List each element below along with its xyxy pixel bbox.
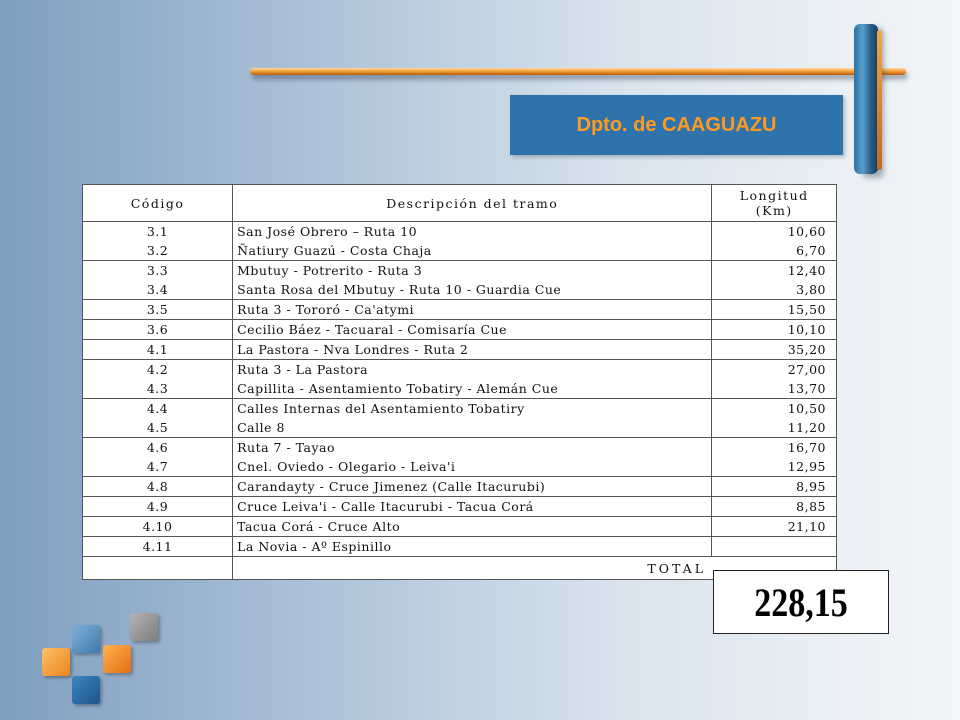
table-row: 4.9 Cruce Leiva'i - Calle Itacurubi - Ta… [81, 496, 837, 517]
row-code: 4.9 [81, 496, 234, 517]
table-row: 4.10 Tacua Corá - Cruce Alto 21,10 [81, 516, 837, 537]
row-description: Ruta 3 - La Pastora [232, 359, 713, 379]
row-length: 10,60 [711, 221, 837, 241]
row-description: Mbutuy - Potrerito - Ruta 3 [232, 260, 713, 280]
row-length: 21,10 [711, 516, 837, 537]
row-description: Ruta 7 - Tayao [232, 437, 713, 457]
table-row: 4.3 Capillita - Asentamiento Tobatiry - … [81, 379, 837, 399]
row-description: Cnel. Oviedo - Olegario - Leiva'i [232, 457, 713, 477]
header-length: Longitud (Km) [711, 184, 837, 222]
table-header-row: Código Descripción del tramo Longitud (K… [81, 184, 837, 222]
row-description: La Novia - Aº Espinillo [232, 536, 713, 557]
row-length [711, 536, 837, 557]
row-description: Carandayty - Cruce Jimenez (Calle Itacur… [232, 476, 713, 497]
decorative-bar-shadow [252, 72, 908, 80]
row-description: San José Obrero – Ruta 10 [232, 221, 713, 241]
row-length: 16,70 [711, 437, 837, 457]
row-code: 4.5 [81, 418, 234, 438]
table-row: 3.2 Ñatiury Guazú - Costa Chaja 6,70 [81, 241, 837, 261]
row-code: 3.2 [81, 241, 234, 261]
row-length: 10,10 [711, 319, 837, 340]
row-code: 4.10 [81, 516, 234, 537]
total-value-box: 228,15 [713, 570, 889, 634]
row-code: 4.2 [81, 359, 234, 379]
row-code: 4.4 [81, 398, 234, 418]
header-length-line2: (Km) [755, 203, 793, 218]
row-description: Ñatiury Guazú - Costa Chaja [232, 241, 713, 261]
table-row: 3.4 Santa Rosa del Mbutuy - Ruta 10 - Gu… [81, 280, 837, 300]
row-code: 3.1 [81, 221, 234, 241]
table-row: 3.3 Mbutuy - Potrerito - Ruta 3 12,40 [81, 260, 837, 280]
table-row: 3.1 San José Obrero – Ruta 10 10,60 [81, 221, 837, 241]
row-code: 4.11 [81, 536, 234, 557]
row-length: 12,95 [711, 457, 837, 477]
total-empty-cell [81, 556, 234, 580]
row-description: Cecilio Báez - Tacuaral - Comisaría Cue [232, 319, 713, 340]
row-length: 12,40 [711, 260, 837, 280]
decorative-square [103, 645, 131, 673]
page-title: Dpto. de CAAGUAZU [576, 113, 777, 136]
row-length: 11,20 [711, 418, 837, 438]
row-length: 35,20 [711, 339, 837, 360]
table-row: 4.2 Ruta 3 - La Pastora 27,00 [81, 359, 837, 379]
decorative-horizontal-bar [250, 68, 906, 75]
row-length: 3,80 [711, 280, 837, 300]
header-code: Código [81, 184, 234, 222]
row-description: Calles Internas del Asentamiento Tobatir… [232, 398, 713, 418]
table-total-row: TOTAL [81, 556, 837, 580]
routes-table: Código Descripción del tramo Longitud (K… [81, 184, 837, 580]
decorative-square [42, 648, 70, 676]
row-length: 8,95 [711, 476, 837, 497]
row-description: La Pastora - Nva Londres - Ruta 2 [232, 339, 713, 360]
row-description: Capillita - Asentamiento Tobatiry - Alem… [232, 379, 713, 399]
row-description: Calle 8 [232, 418, 713, 438]
table-row: 4.11 La Novia - Aº Espinillo [81, 536, 837, 557]
total-value: 228,15 [754, 579, 848, 625]
row-code: 3.3 [81, 260, 234, 280]
row-length: 10,50 [711, 398, 837, 418]
table-row: 3.5 Ruta 3 - Tororó - Ca'atymi 15,50 [81, 299, 837, 320]
row-description: Tacua Corá - Cruce Alto [232, 516, 713, 537]
row-length: 13,70 [711, 379, 837, 399]
table-row: 4.1 La Pastora - Nva Londres - Ruta 2 35… [81, 339, 837, 360]
decorative-square [72, 676, 100, 704]
table-row: 4.4 Calles Internas del Asentamiento Tob… [81, 398, 837, 418]
table-row: 4.5 Calle 8 11,20 [81, 418, 837, 438]
row-code: 4.6 [81, 437, 234, 457]
table-row: 4.8 Carandayty - Cruce Jimenez (Calle It… [81, 476, 837, 497]
row-code: 3.6 [81, 319, 234, 340]
decorative-vertical-bar [854, 24, 878, 174]
header-description: Descripción del tramo [232, 184, 713, 222]
row-code: 3.4 [81, 280, 234, 300]
header-length-line1: Longitud [739, 188, 809, 203]
decorative-square [130, 613, 158, 641]
row-length: 8,85 [711, 496, 837, 517]
row-description: Santa Rosa del Mbutuy - Ruta 10 - Guardi… [232, 280, 713, 300]
row-description: Cruce Leiva'i - Calle Itacurubi - Tacua … [232, 496, 713, 517]
total-label: TOTAL [232, 556, 837, 580]
decorative-square [72, 625, 100, 653]
row-code: 4.8 [81, 476, 234, 497]
row-length: 6,70 [711, 241, 837, 261]
table-row: 3.6 Cecilio Báez - Tacuaral - Comisaría … [81, 319, 837, 340]
row-code: 4.1 [81, 339, 234, 360]
table-row: 4.6 Ruta 7 - Tayao 16,70 [81, 437, 837, 457]
row-code: 4.7 [81, 457, 234, 477]
row-code: 3.5 [81, 299, 234, 320]
decorative-vertical-stripe [877, 30, 882, 170]
row-description: Ruta 3 - Tororó - Ca'atymi [232, 299, 713, 320]
table-row: 4.7 Cnel. Oviedo - Olegario - Leiva'i 12… [81, 457, 837, 477]
title-box: Dpto. de CAAGUAZU [510, 95, 843, 155]
row-code: 4.3 [81, 379, 234, 399]
row-length: 27,00 [711, 359, 837, 379]
row-length: 15,50 [711, 299, 837, 320]
